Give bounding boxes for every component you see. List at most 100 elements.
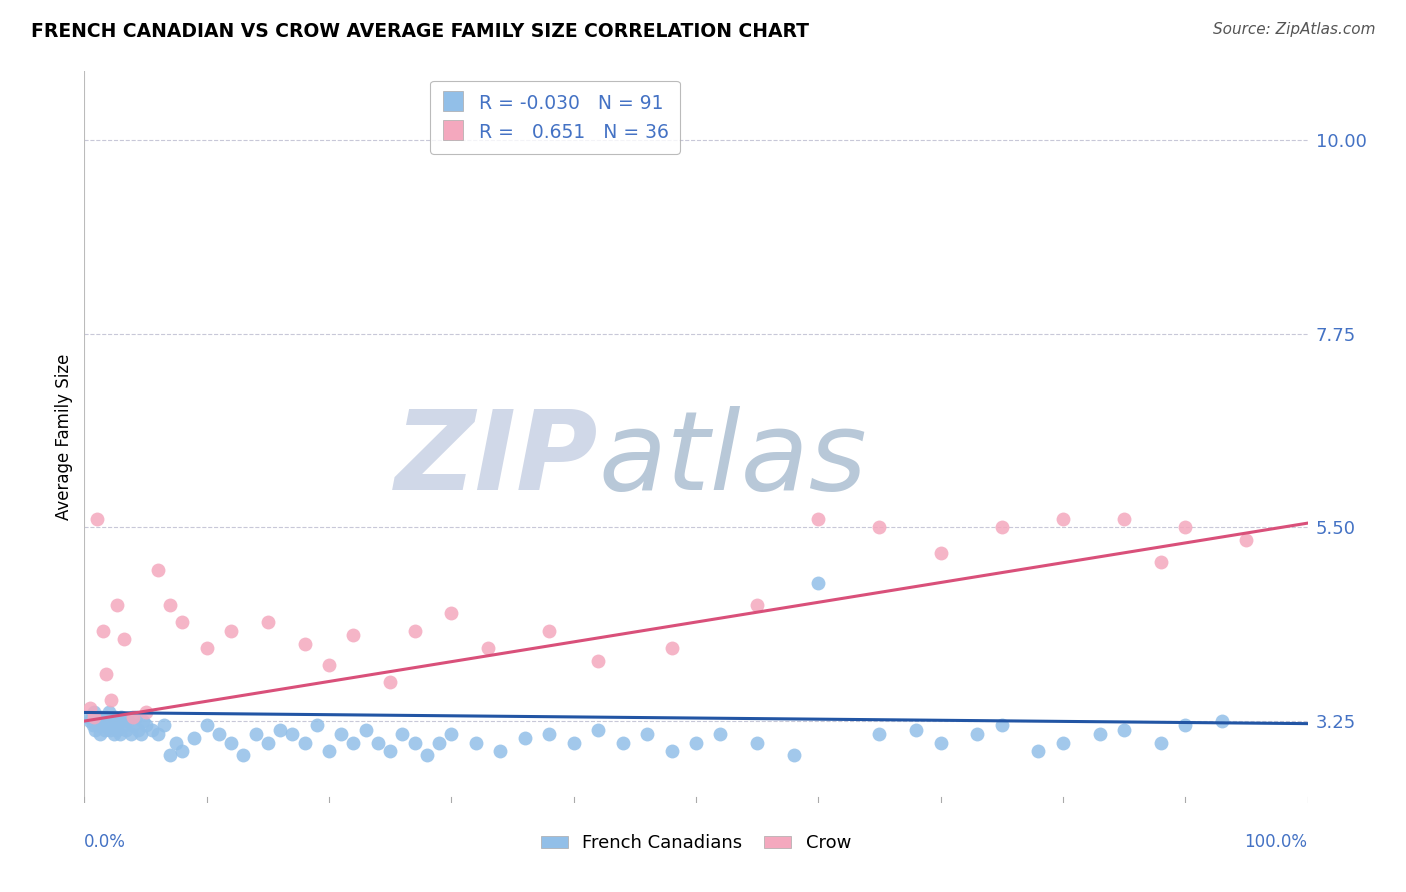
Point xyxy=(127,723,149,737)
Point xyxy=(391,727,413,741)
Text: FRENCH CANADIAN VS CROW AVERAGE FAMILY SIZE CORRELATION CHART: FRENCH CANADIAN VS CROW AVERAGE FAMILY S… xyxy=(31,22,808,41)
Point xyxy=(404,624,426,638)
Point xyxy=(135,706,157,720)
Point xyxy=(219,735,242,749)
Point xyxy=(172,615,194,629)
Point xyxy=(709,727,731,741)
Point xyxy=(94,723,117,737)
Point xyxy=(125,710,148,724)
Point xyxy=(586,723,609,737)
Point xyxy=(232,748,254,763)
Point xyxy=(1174,718,1197,732)
Point xyxy=(80,710,103,724)
Point xyxy=(354,723,377,737)
Point xyxy=(269,723,291,737)
Point xyxy=(83,710,105,724)
Point xyxy=(83,706,105,720)
Point xyxy=(153,718,176,732)
Point xyxy=(1114,723,1136,737)
Point xyxy=(195,640,218,655)
Point xyxy=(122,718,145,732)
Point xyxy=(208,727,231,741)
Point xyxy=(380,744,402,758)
Text: 0.0%: 0.0% xyxy=(84,833,127,851)
Point xyxy=(1028,744,1050,758)
Point xyxy=(112,632,135,647)
Point xyxy=(165,735,187,749)
Point xyxy=(219,624,242,638)
Point xyxy=(464,735,486,749)
Point xyxy=(245,727,267,741)
Point xyxy=(513,731,536,746)
Point xyxy=(257,615,280,629)
Point xyxy=(636,727,658,741)
Point xyxy=(294,637,316,651)
Text: atlas: atlas xyxy=(598,406,866,513)
Point xyxy=(991,520,1014,534)
Point xyxy=(342,735,364,749)
Point xyxy=(257,735,280,749)
Point xyxy=(747,598,769,612)
Point xyxy=(661,640,683,655)
Point xyxy=(87,718,110,732)
Point xyxy=(929,546,952,560)
Point xyxy=(91,718,114,732)
Point xyxy=(342,628,364,642)
Point xyxy=(807,512,830,526)
Point xyxy=(159,748,181,763)
Point xyxy=(294,735,316,749)
Point xyxy=(84,723,107,737)
Text: Source: ZipAtlas.com: Source: ZipAtlas.com xyxy=(1212,22,1375,37)
Point xyxy=(172,744,194,758)
Point xyxy=(440,727,463,741)
Point xyxy=(305,718,328,732)
Point xyxy=(97,718,120,732)
Point xyxy=(183,731,205,746)
Point xyxy=(1236,533,1258,548)
Point xyxy=(416,748,439,763)
Point xyxy=(318,658,340,673)
Point xyxy=(905,723,928,737)
Point xyxy=(685,735,707,749)
Point xyxy=(97,706,120,720)
Point xyxy=(747,735,769,749)
Point xyxy=(86,512,108,526)
Point xyxy=(991,718,1014,732)
Point xyxy=(1211,714,1233,728)
Point xyxy=(562,735,585,749)
Point xyxy=(538,727,561,741)
Point xyxy=(195,718,218,732)
Point xyxy=(77,710,100,724)
Point xyxy=(135,718,157,732)
Point xyxy=(1174,520,1197,534)
Point xyxy=(129,727,152,741)
Point xyxy=(89,727,111,741)
Point xyxy=(586,654,609,668)
Point xyxy=(1052,512,1074,526)
Point xyxy=(318,744,340,758)
Point xyxy=(117,714,139,728)
Point xyxy=(146,564,169,578)
Point xyxy=(783,748,806,763)
Point xyxy=(108,727,131,741)
Point xyxy=(100,718,122,732)
Point xyxy=(110,710,132,724)
Point xyxy=(93,714,115,728)
Point xyxy=(90,710,112,724)
Point xyxy=(538,624,561,638)
Point xyxy=(427,735,450,749)
Point xyxy=(281,727,304,741)
Y-axis label: Average Family Size: Average Family Size xyxy=(55,354,73,520)
Point xyxy=(661,744,683,758)
Point xyxy=(132,714,155,728)
Point xyxy=(79,701,101,715)
Point xyxy=(1052,735,1074,749)
Point xyxy=(1150,735,1173,749)
Point xyxy=(141,723,163,737)
Point xyxy=(103,727,125,741)
Point xyxy=(105,598,128,612)
Point xyxy=(96,710,118,724)
Point xyxy=(96,666,118,681)
Point xyxy=(477,640,499,655)
Point xyxy=(330,727,353,741)
